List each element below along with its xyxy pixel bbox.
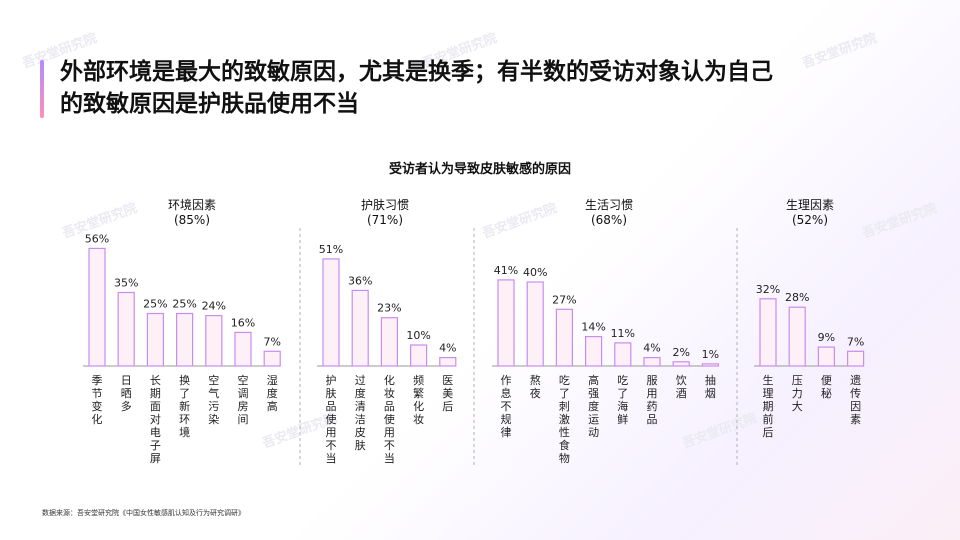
- bar: [176, 312, 194, 367]
- bar: [672, 361, 690, 367]
- group-name: 生活习惯: [584, 198, 633, 212]
- data-label: 36%: [348, 274, 372, 287]
- category-label: 护肤品使用不当: [326, 373, 337, 465]
- group-total: (85%): [173, 213, 211, 227]
- group-header-lifestyle: 生活习惯 (68%): [539, 198, 679, 228]
- group-header-physiological: 生理因素 (52%): [740, 198, 880, 228]
- data-label: 40%: [523, 266, 547, 279]
- category-label: 高强度运动: [588, 373, 599, 439]
- category-label: 化妆品使用不当: [384, 373, 395, 465]
- bar: [526, 281, 544, 367]
- page-title-line-1: 外部环境是最大的致敏原因，尤其是换季；有半数的受访对象认为自己: [60, 59, 773, 85]
- category-label: 生理期前后: [763, 373, 774, 439]
- bar: [88, 247, 106, 367]
- data-label: 35%: [114, 277, 138, 290]
- category-label: 频繁化妆: [413, 373, 424, 426]
- bar: [497, 279, 515, 367]
- category-label: 服用药品: [647, 374, 658, 426]
- data-label: 16%: [231, 316, 255, 329]
- headline-accent-bar: [40, 60, 44, 118]
- data-label: 4%: [439, 342, 456, 355]
- data-label: 11%: [611, 327, 635, 340]
- page-title: 外部环境是最大的致敏原因，尤其是换季；有半数的受访对象认为自己 的致敏原因是护肤…: [60, 56, 920, 120]
- data-label: 1%: [702, 348, 719, 361]
- source-note: 数据来源：吾安堂研究院《中国女性敏感肌认知及行为研究调研》: [42, 509, 245, 517]
- bar: [614, 342, 632, 367]
- bar: [234, 331, 252, 367]
- group-total: (68%): [590, 213, 628, 227]
- bar: [380, 317, 398, 367]
- category-label: 空调房间: [238, 373, 249, 426]
- bar: [351, 289, 369, 367]
- page-title-line-2: 的致敏原因是护肤品使用不当: [60, 91, 359, 117]
- data-label: 27%: [552, 293, 576, 306]
- category-label: 抽烟: [705, 373, 716, 400]
- data-label: 10%: [406, 329, 430, 342]
- data-label: 56%: [85, 232, 109, 245]
- bar: [146, 312, 164, 367]
- group-header-skincare: 护肤习惯 (71%): [315, 198, 455, 228]
- data-label: 32%: [756, 283, 780, 296]
- category-label: 空气污染: [208, 373, 219, 426]
- data-label: 28%: [785, 291, 809, 304]
- category-label: 压力大: [792, 374, 803, 413]
- bar: [817, 346, 836, 367]
- category-label: 熬夜: [530, 373, 541, 400]
- category-label: 便秘: [821, 374, 832, 400]
- category-label: 遗传因素: [850, 373, 861, 426]
- bar: [788, 306, 806, 367]
- data-label: 9%: [818, 331, 835, 344]
- chart-title: 受访者认为导致皮肤敏感的原因: [388, 162, 571, 177]
- data-label: 24%: [202, 300, 226, 313]
- group-total: (52%): [791, 213, 829, 227]
- data-label: 14%: [581, 321, 605, 334]
- group-total: (71%): [366, 213, 404, 227]
- bar: [759, 298, 777, 367]
- category-label: 吃了刺激性食物: [559, 374, 570, 465]
- bar: [263, 350, 281, 367]
- group-name: 环境因素: [167, 198, 216, 212]
- group-header-environment: 环境因素 (85%): [122, 198, 262, 228]
- data-label: 23%: [377, 302, 401, 315]
- data-label: 7%: [263, 335, 280, 348]
- data-label: 2%: [672, 346, 689, 359]
- bar: [205, 315, 223, 367]
- bar: [846, 350, 865, 367]
- data-label: 25%: [172, 298, 196, 311]
- data-label: 7%: [847, 335, 864, 348]
- category-label: 饮酒: [676, 374, 687, 400]
- category-label: 换了新环境: [179, 373, 190, 439]
- category-label: 作息不规律: [501, 374, 512, 439]
- category-label: 吃了海鲜: [617, 374, 628, 426]
- data-label: 4%: [643, 342, 660, 355]
- bar: [322, 258, 340, 367]
- category-label: 日晒多: [121, 374, 132, 413]
- category-label: 长期面对电子屏: [150, 374, 161, 465]
- category-label: 湿度高: [267, 374, 278, 413]
- bar: [439, 357, 457, 367]
- data-label: 41%: [494, 264, 518, 277]
- category-label: 医美后: [442, 374, 453, 413]
- category-label: 过度清洁皮肤: [355, 374, 366, 452]
- bar: [701, 363, 720, 367]
- bar: [643, 357, 661, 367]
- group-name: 生理因素: [785, 198, 834, 212]
- bar: [410, 344, 428, 367]
- group-name: 护肤习惯: [360, 198, 409, 212]
- category-label: 季节变化: [92, 374, 103, 426]
- bar: [117, 291, 135, 367]
- data-label: 25%: [143, 298, 167, 311]
- data-label: 51%: [319, 243, 343, 256]
- bar: [584, 336, 603, 367]
- bar: [555, 308, 574, 367]
